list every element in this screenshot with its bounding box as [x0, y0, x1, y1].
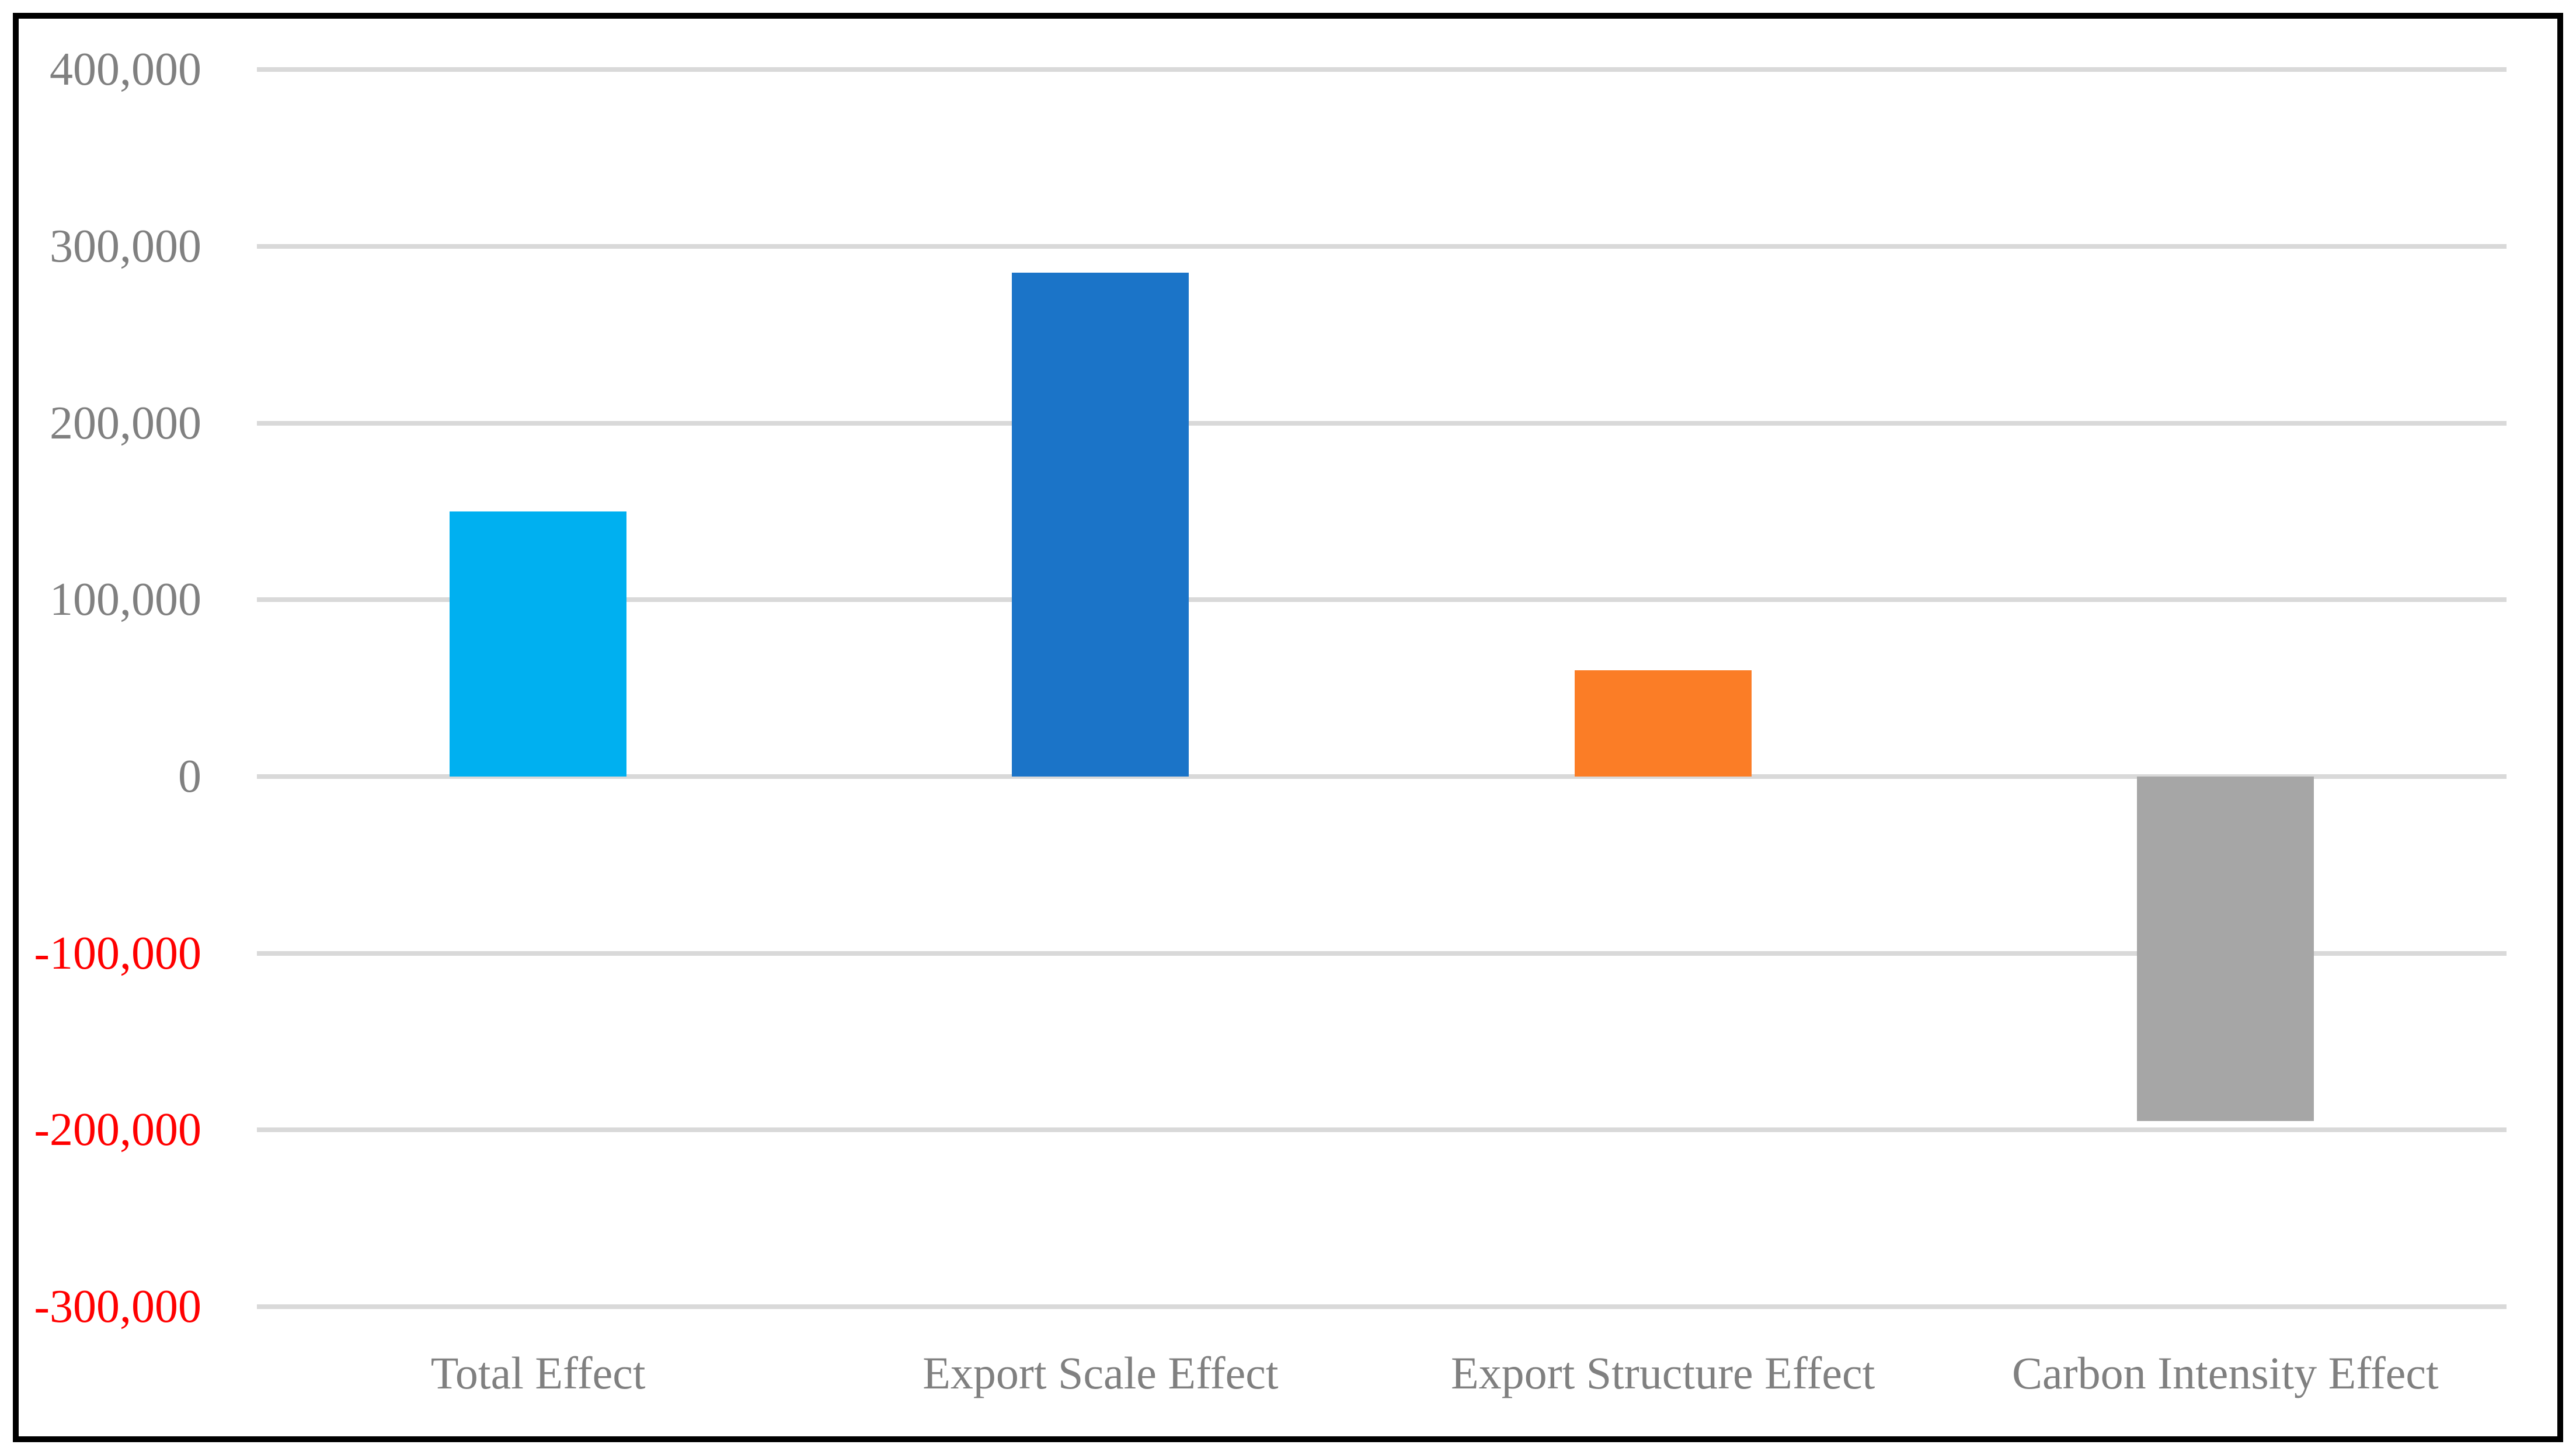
ytick-label--100000: -100,000 [34, 927, 201, 979]
ytick-label-100000: 100,000 [50, 574, 201, 626]
gridline--200000 [257, 1127, 2507, 1133]
category-label-carbon-intensity-effect: Carbon Intensity Effect [2012, 1348, 2439, 1398]
gridline-100000 [257, 597, 2507, 603]
ytick-label-0: 0 [178, 751, 201, 802]
ytick-label--200000: -200,000 [34, 1104, 201, 1156]
gridline-200000 [257, 420, 2507, 426]
gridline--300000 [257, 1304, 2507, 1310]
category-label-export-structure-effect: Export Structure Effect [1450, 1348, 1875, 1398]
gridline-0 [257, 774, 2507, 779]
ytick-label-200000: 200,000 [50, 397, 201, 449]
category-label-export-scale-effect: Export Scale Effect [923, 1348, 1279, 1398]
ytick-label-300000: 300,000 [50, 220, 201, 272]
bar-total-effect [450, 511, 627, 777]
bar-carbon-intensity-effect [2136, 777, 2314, 1122]
category-label-total-effect: Total Effect [430, 1348, 646, 1398]
ytick-label--300000: -300,000 [34, 1281, 201, 1333]
ytick-label-400000: 400,000 [50, 44, 201, 96]
gridline-400000 [257, 67, 2507, 72]
gridline-300000 [257, 243, 2507, 249]
gridline--100000 [257, 951, 2507, 956]
bar-export-structure-effect [1574, 670, 1752, 777]
bar-export-scale-effect [1012, 273, 1189, 777]
